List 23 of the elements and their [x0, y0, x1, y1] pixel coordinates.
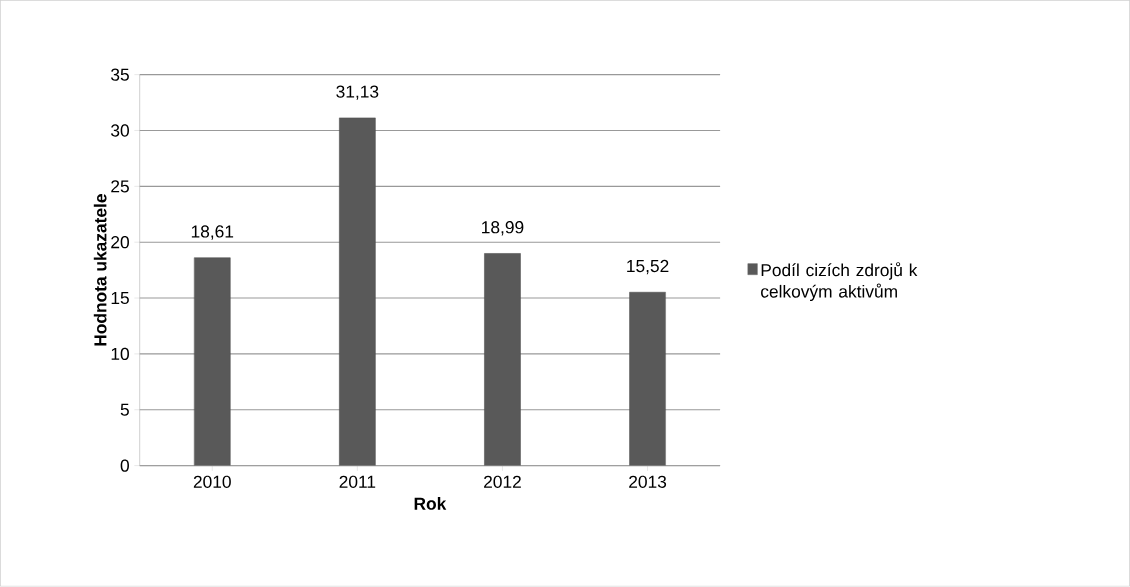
- y-tick-label: 15: [111, 292, 129, 305]
- x-tick-label: 2010: [193, 475, 231, 489]
- y-axis-title: Hodnota ukazatele: [93, 194, 107, 346]
- legend-label: Podíl cizích zdrojů k celkovým aktivům: [761, 262, 918, 302]
- x-tick-label: 2013: [629, 475, 667, 489]
- x-tick-label: 2012: [484, 475, 521, 489]
- y-tick-label: 35: [111, 68, 129, 81]
- y-tick-label: 20: [111, 236, 129, 249]
- x-axis-title: Rok: [414, 497, 447, 511]
- y-tick-label: 0: [120, 459, 129, 472]
- data-label: 18,61: [191, 225, 234, 240]
- bar: [193, 257, 231, 466]
- y-tick-label: 25: [111, 180, 129, 193]
- data-label: 18,99: [482, 221, 524, 236]
- y-tick-label: 10: [111, 347, 129, 361]
- bar: [339, 117, 376, 466]
- bar: [484, 253, 521, 466]
- y-tick-label: 5: [120, 403, 129, 416]
- data-label: 15,52: [627, 260, 669, 275]
- y-tick-label: 30: [111, 124, 129, 137]
- bar: [629, 292, 666, 466]
- data-label: 31,13: [336, 85, 379, 101]
- x-tick-label: 2011: [339, 475, 376, 489]
